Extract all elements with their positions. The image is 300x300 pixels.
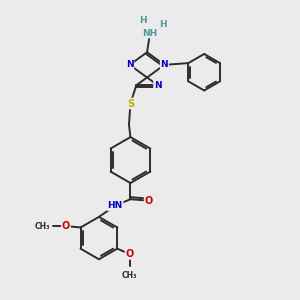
Text: NH: NH <box>142 28 158 38</box>
Text: S: S <box>127 98 134 109</box>
Text: N: N <box>126 60 134 69</box>
Text: O: O <box>62 221 70 231</box>
Text: CH₃: CH₃ <box>34 221 50 230</box>
Text: CH₃: CH₃ <box>122 271 137 280</box>
Text: H: H <box>159 20 167 29</box>
Text: N: N <box>160 60 168 69</box>
Text: O: O <box>125 249 134 259</box>
Text: HN: HN <box>107 201 123 210</box>
Text: H: H <box>139 16 146 25</box>
Text: O: O <box>145 196 153 206</box>
Text: N: N <box>154 81 162 90</box>
